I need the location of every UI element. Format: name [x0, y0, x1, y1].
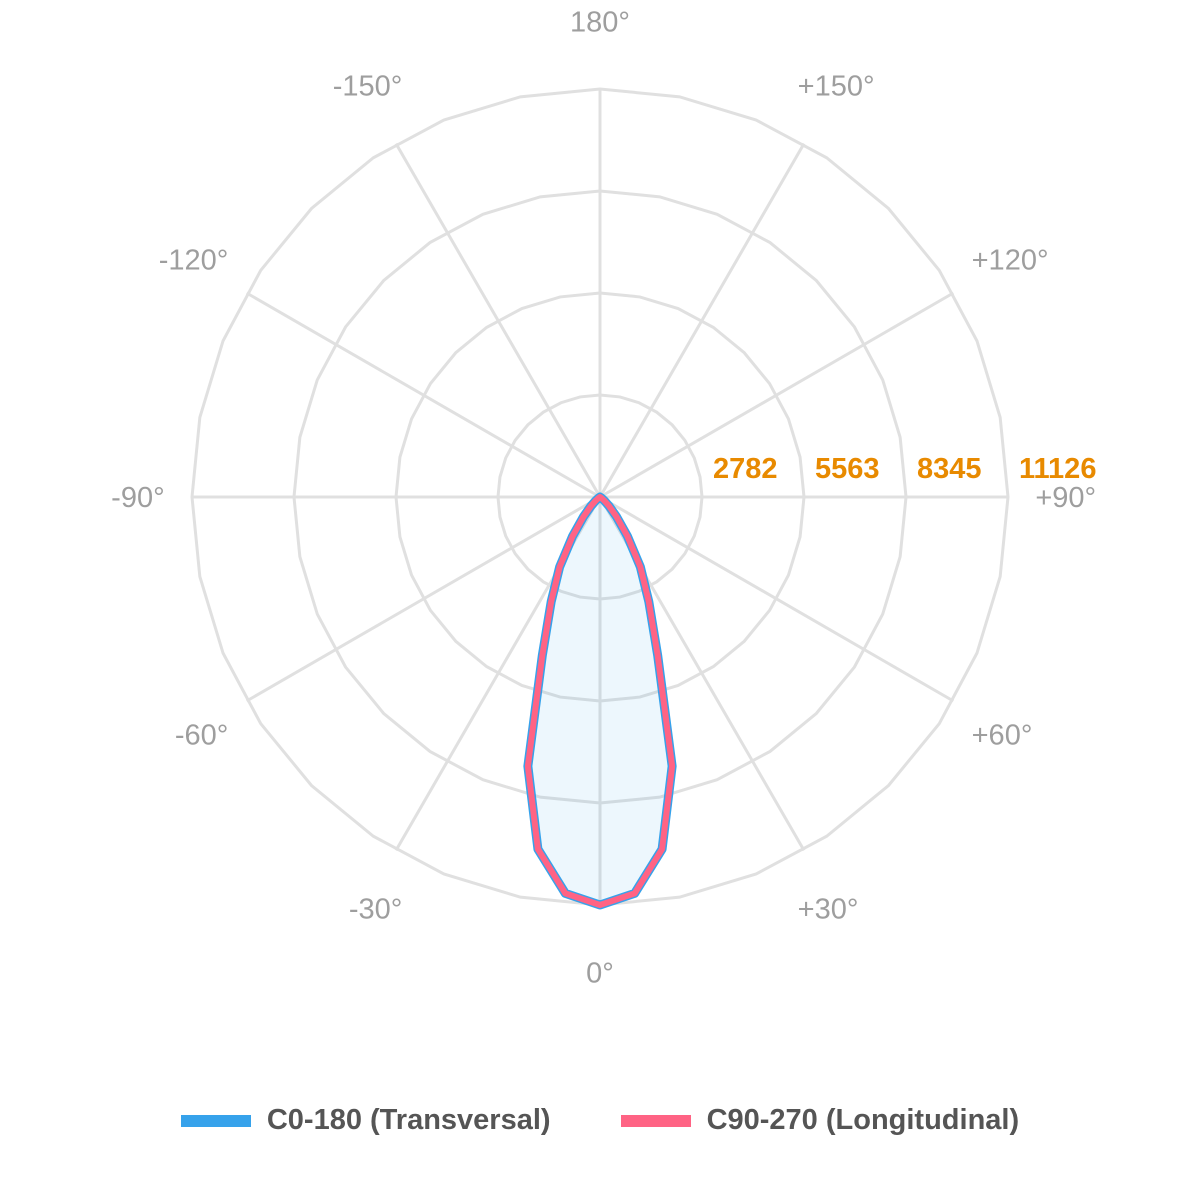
radial-tick-label: 11126: [1019, 453, 1096, 485]
radial-tick-label: 2782: [713, 453, 778, 485]
radial-tick-label: 8345: [917, 453, 982, 485]
angle-tick-label: -60°: [175, 720, 229, 752]
grid-spoke: [245, 495, 601, 703]
grid-spoke: [394, 142, 602, 498]
labels-layer: 0° +30° +60° +90° +120° +150° 180° -150° -120° -9…: [111, 7, 1096, 990]
angle-tick-label: 180°: [570, 7, 630, 39]
angle-tick-label: -30°: [349, 894, 403, 926]
series-layer: [523, 492, 677, 910]
grid-spoke: [245, 291, 601, 499]
angle-tick-label: 0°: [586, 957, 614, 989]
angle-tick-label: +60°: [972, 720, 1033, 752]
angle-tick-label: +150°: [798, 70, 875, 102]
radial-tick-label: 5563: [815, 453, 880, 485]
angle-tick-label: -150°: [333, 70, 403, 102]
legend-swatch-pink: [620, 1114, 691, 1127]
grid-spoke: [599, 495, 955, 703]
legend-item-longitudinal[interactable]: C90-270 (Longitudinal): [620, 1104, 1020, 1137]
series-line-0: [523, 492, 677, 910]
grid-spoke: [598, 142, 806, 498]
angle-tick-label: +120°: [972, 244, 1049, 276]
angle-tick-label: -90°: [111, 482, 165, 514]
legend-swatch-blue: [180, 1114, 251, 1127]
grid-spoke: [599, 291, 955, 499]
legend: C0-180 (Transversal) C90-270 (Longitudin…: [0, 1104, 1200, 1137]
legend-item-transversal[interactable]: C0-180 (Transversal): [180, 1104, 551, 1137]
angle-tick-label: +30°: [798, 894, 859, 926]
angle-tick-label: -120°: [159, 244, 229, 276]
legend-label: C90-270 (Longitudinal): [706, 1104, 1020, 1136]
angle-tick-label: +90°: [1035, 482, 1096, 514]
legend-label: C0-180 (Transversal): [266, 1104, 551, 1136]
